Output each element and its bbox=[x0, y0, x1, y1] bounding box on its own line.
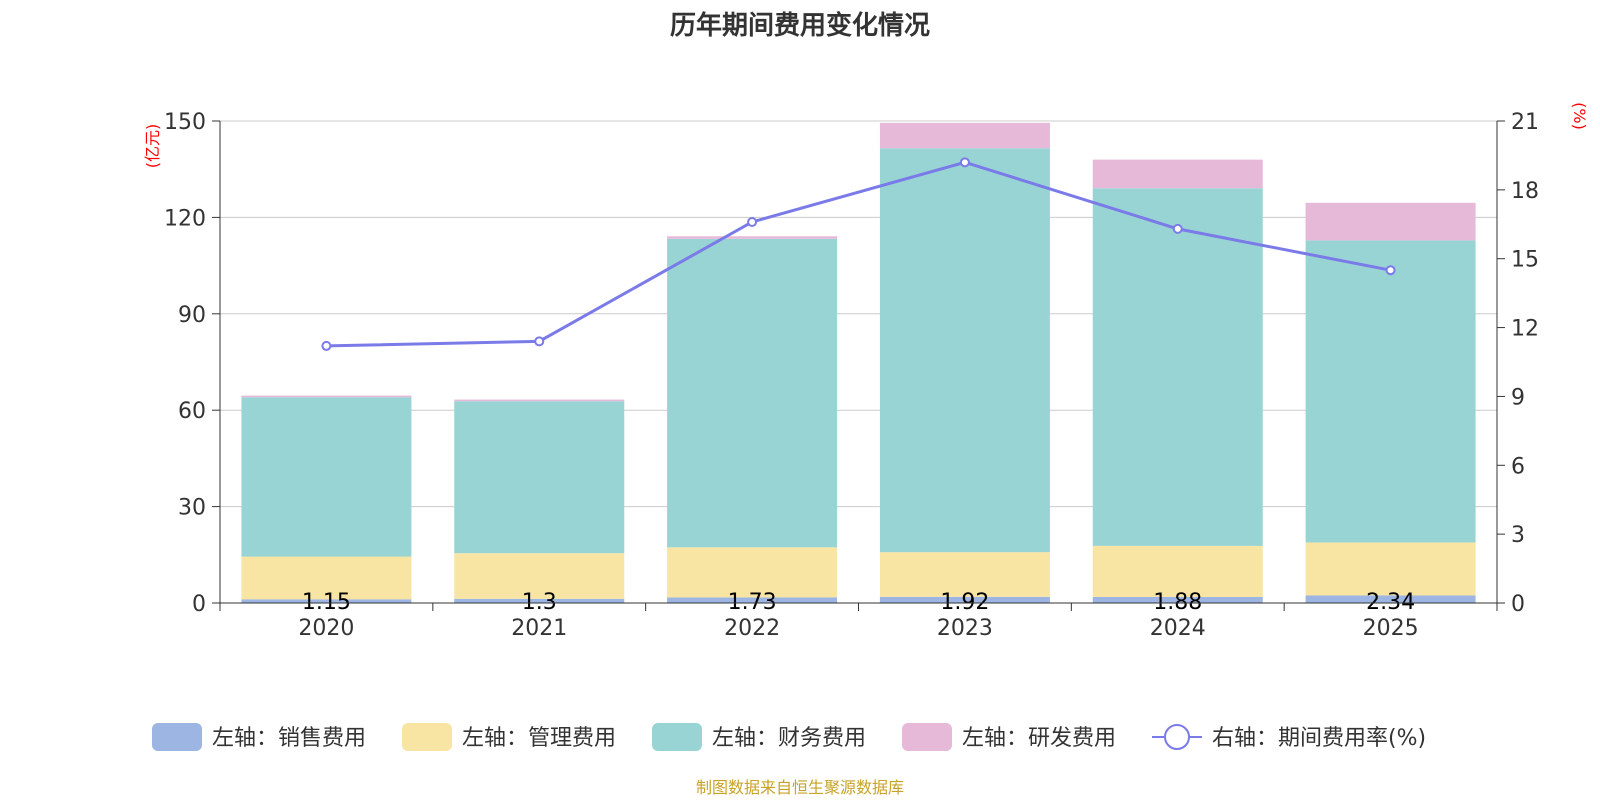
bar-segment bbox=[241, 556, 412, 600]
legend-label: 左轴：研发费用 bbox=[962, 726, 1116, 751]
rate-point bbox=[747, 216, 758, 227]
legend-label: 左轴：销售费用 bbox=[212, 726, 366, 751]
legend: 左轴：销售费用 左轴：管理费用 左轴：财务费用 左轴：研发费用 右轴：期间费用率(%) bbox=[152, 723, 1426, 751]
x-tick-label: 2021 bbox=[511, 616, 567, 641]
data-source: 制图数据来自恒生聚源数据库 bbox=[696, 778, 904, 797]
left-tick-label: 30 bbox=[178, 496, 206, 521]
bar-segment bbox=[1305, 202, 1476, 241]
bar-segment bbox=[241, 395, 412, 398]
bar-segment bbox=[1305, 240, 1476, 543]
bar-segment bbox=[879, 596, 1050, 603]
bar-segment bbox=[667, 238, 838, 548]
left-tick-label: 150 bbox=[164, 110, 206, 135]
legend-marker bbox=[1164, 724, 1190, 750]
bar-segment bbox=[667, 547, 838, 598]
bar-segment bbox=[454, 553, 625, 599]
rate-point bbox=[321, 340, 332, 351]
right-tick-label: 18 bbox=[1511, 179, 1539, 204]
rate-line bbox=[321, 157, 1396, 351]
legend-label: 右轴：期间费用率(%) bbox=[1212, 726, 1426, 751]
right-axis-unit: (%) bbox=[1570, 102, 1589, 130]
right-tick-label: 0 bbox=[1511, 592, 1525, 617]
rate-point bbox=[534, 336, 545, 347]
legend-swatch bbox=[402, 723, 452, 751]
bar-segment bbox=[1092, 188, 1263, 546]
x-tick-label: 2025 bbox=[1363, 616, 1419, 641]
bar-segment bbox=[1092, 159, 1263, 189]
bar-segment bbox=[241, 397, 412, 557]
rate-point bbox=[1172, 223, 1183, 234]
rate-point bbox=[1385, 265, 1396, 276]
bar-segment bbox=[879, 148, 1050, 553]
left-tick-label: 0 bbox=[192, 592, 206, 617]
x-tick-label: 2023 bbox=[937, 616, 993, 641]
right-tick-label: 21 bbox=[1511, 110, 1539, 135]
left-tick-label: 90 bbox=[178, 303, 206, 328]
gridlines bbox=[220, 120, 1497, 508]
left-axis-unit: (亿元) bbox=[143, 124, 162, 169]
rate-point bbox=[959, 157, 970, 168]
x-tick-label: 2020 bbox=[298, 616, 354, 641]
axes: 0 30 60 90 120 150 0 3 6 9 12 15 18 21 2020 2021 2022 202… bbox=[164, 110, 1539, 641]
right-tick-label: 12 bbox=[1511, 317, 1539, 342]
legend-label: 左轴：财务费用 bbox=[712, 726, 866, 751]
bar-segment bbox=[454, 598, 625, 603]
right-tick-label: 15 bbox=[1511, 248, 1539, 273]
bars: 1.15 1.3 1.73 1.92 1.88 2.34 bbox=[241, 122, 1476, 615]
left-tick-label: 120 bbox=[164, 206, 206, 231]
bar-segment bbox=[667, 597, 838, 603]
x-tick-label: 2022 bbox=[724, 616, 780, 641]
bar-segment bbox=[667, 236, 838, 239]
bar-segment bbox=[1092, 545, 1263, 597]
right-tick-label: 3 bbox=[1511, 523, 1525, 548]
bar-segment bbox=[1305, 542, 1476, 596]
chart-title: 历年期间费用变化情况 bbox=[670, 10, 930, 41]
bar-segment bbox=[1092, 596, 1263, 603]
legend-swatch bbox=[902, 723, 952, 751]
bar-segment bbox=[454, 401, 625, 554]
bar-segment bbox=[1305, 595, 1476, 603]
right-tick-label: 9 bbox=[1511, 385, 1525, 410]
legend-label: 左轴：管理费用 bbox=[462, 726, 616, 751]
legend-swatch bbox=[152, 723, 202, 751]
left-tick-label: 60 bbox=[178, 399, 206, 424]
rate-line-path bbox=[326, 160, 1391, 348]
bar-segment bbox=[241, 599, 412, 603]
right-tick-label: 6 bbox=[1511, 454, 1525, 479]
x-tick-label: 2024 bbox=[1150, 616, 1206, 641]
bar-segment bbox=[879, 122, 1050, 149]
bar-segment bbox=[879, 552, 1050, 597]
legend-swatch bbox=[652, 723, 702, 751]
bar-segment bbox=[454, 399, 625, 402]
